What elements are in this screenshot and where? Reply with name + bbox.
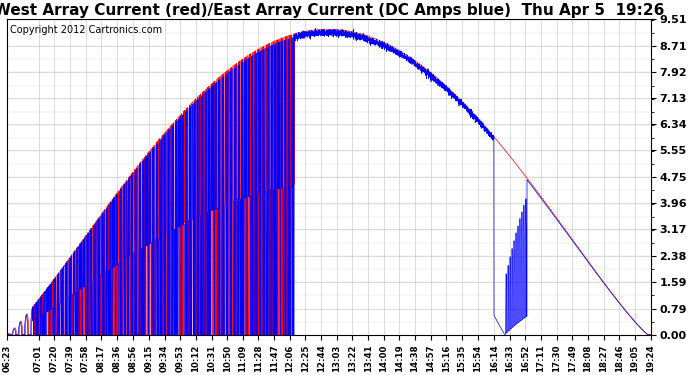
Text: Copyright 2012 Cartronics.com: Copyright 2012 Cartronics.com (10, 25, 163, 35)
Title: West Array Current (red)/East Array Current (DC Amps blue)  Thu Apr 5  19:26: West Array Current (red)/East Array Curr… (0, 3, 664, 18)
